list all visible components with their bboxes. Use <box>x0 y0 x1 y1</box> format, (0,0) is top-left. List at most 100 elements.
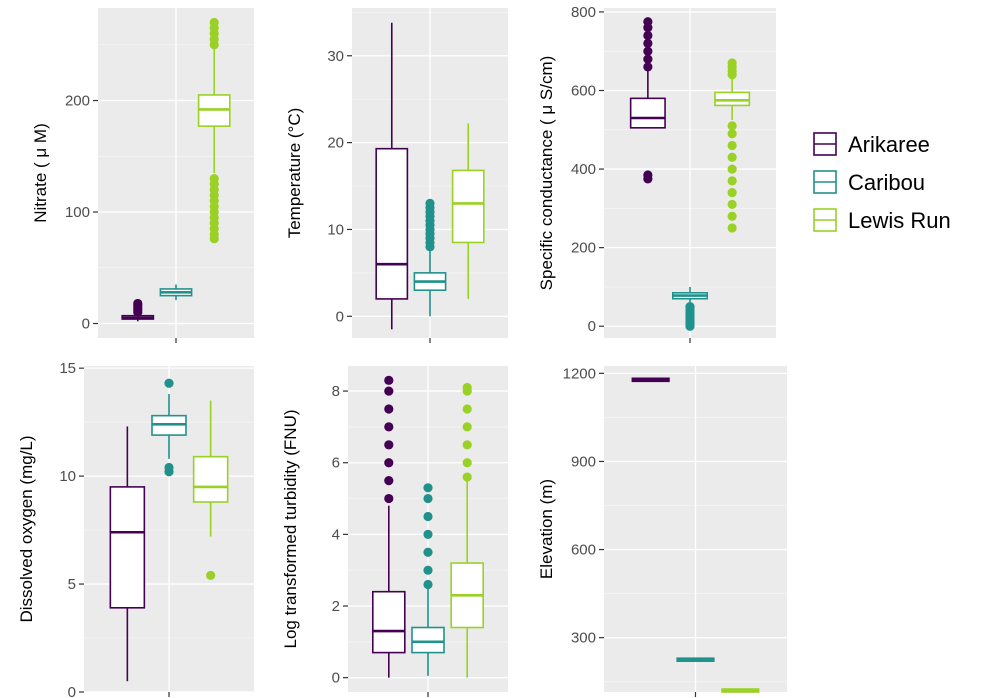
box-iqr <box>451 169 485 244</box>
box-caribou <box>413 198 447 317</box>
outlier-point <box>727 152 737 162</box>
y-tick-label: 4 <box>332 526 340 543</box>
y-tick-label: 2 <box>332 598 340 615</box>
box-lewis-run <box>450 382 485 678</box>
y-tick-label: 200 <box>65 93 90 110</box>
box-arikaree <box>371 375 406 678</box>
y-tick-label: 0 <box>336 308 344 325</box>
outlier-point <box>727 129 737 139</box>
y-axis-title: Dissolved oxygen (mg/L) <box>17 435 36 622</box>
y-axis-title: Elevation (m) <box>537 479 556 579</box>
box-caribou <box>676 657 715 662</box>
outlier-point <box>384 458 394 468</box>
outlier-point <box>462 422 472 432</box>
legend-item-lewis-run: Lewis Run <box>813 208 951 233</box>
outlier-point <box>384 404 394 414</box>
outlier-point <box>643 54 653 64</box>
panel-1: 0 100 200 Nitrate ( μ M) <box>31 8 254 343</box>
outlier-point <box>727 140 737 151</box>
outlier-point <box>727 121 737 131</box>
box-iqr <box>714 91 751 107</box>
outlier-point <box>133 298 143 309</box>
outlier-point <box>727 58 737 68</box>
y-tick-label: 0 <box>332 670 340 687</box>
outlier-point <box>384 440 394 450</box>
y-axis-title: Temperature (°C) <box>285 108 304 239</box>
outlier-point <box>423 565 433 575</box>
outlier-point <box>727 176 737 186</box>
outlier-point <box>423 511 433 522</box>
y-tick-label: 20 <box>327 135 344 152</box>
box-lewis-run <box>192 400 229 581</box>
box-iqr <box>371 590 406 654</box>
box-caribou <box>159 284 193 301</box>
y-tick-label: 300 <box>571 630 596 647</box>
outlier-point <box>423 547 433 557</box>
outlier-point <box>384 422 394 432</box>
outlier-point <box>462 440 472 450</box>
y-tick-label: 0 <box>68 684 76 698</box>
y-axis-title: Log transformed turbidity (FNU) <box>281 409 300 648</box>
y-tick-label: 900 <box>571 453 596 470</box>
outlier-point <box>462 382 472 393</box>
panel-4: 0 5 10 15 Dissolved oxygen (mg/L) <box>17 360 254 698</box>
outlier-point <box>643 38 653 48</box>
y-tick-label: 800 <box>571 4 596 21</box>
outlier-point <box>425 198 435 208</box>
y-tick-label: 10 <box>327 221 344 238</box>
box-iqr <box>411 626 445 654</box>
legend-label-arikaree: Arikaree <box>848 132 930 157</box>
outlier-point <box>384 386 394 396</box>
box-arikaree <box>631 377 670 383</box>
outlier-point <box>727 164 737 174</box>
panel-5: 0 2 4 6 8 Log transformed turbidity (FNU) <box>281 366 508 697</box>
box-iqr <box>109 486 146 609</box>
y-tick-label: 6 <box>332 455 340 472</box>
outlier-point <box>727 211 737 221</box>
box-arikaree <box>629 17 666 184</box>
outlier-point <box>727 199 737 210</box>
outlier-point <box>727 223 737 233</box>
y-tick-label: 600 <box>571 542 596 559</box>
box-lewis-run <box>197 17 231 244</box>
panel-3: 0 200 400 600 800 Specific conductance ( μ S/… <box>537 4 776 343</box>
outlier-point <box>164 378 174 388</box>
box-caribou <box>151 378 187 477</box>
y-tick-label: 100 <box>65 204 90 221</box>
y-axis-title: Specific conductance ( μ S/cm) <box>537 56 556 291</box>
legend-label-caribou: Caribou <box>848 170 925 195</box>
legend-item-caribou: Caribou <box>813 170 925 195</box>
outlier-point <box>643 170 653 180</box>
outlier-point <box>685 301 695 312</box>
y-tick-label: 10 <box>59 468 76 485</box>
box-iqr <box>629 97 666 129</box>
panel-2: 0 10 20 30 Temperature (°C) <box>285 8 508 343</box>
box-arikaree <box>121 298 155 322</box>
y-axis-title: Nitrate ( μ M) <box>31 123 50 223</box>
outlier-point <box>209 173 219 184</box>
outlier-point <box>643 46 653 56</box>
y-tick-label: 600 <box>571 83 596 100</box>
y-tick-label: 200 <box>571 240 596 257</box>
box-iqr <box>375 147 409 300</box>
y-tick-label: 0 <box>588 318 596 335</box>
y-tick-label: 15 <box>59 360 76 377</box>
y-tick-label: 30 <box>327 48 344 65</box>
outlier-point <box>384 476 394 486</box>
box-caribou <box>411 483 445 676</box>
outlier-point <box>727 188 737 198</box>
legend-item-arikaree: Arikaree <box>813 132 930 157</box>
box-iqr <box>192 455 229 503</box>
legend-label-lewis-run: Lewis Run <box>848 208 951 233</box>
y-tick-label: 400 <box>571 161 596 178</box>
y-tick-label: 0 <box>82 316 90 333</box>
outlier-point <box>643 17 653 27</box>
outlier-point <box>209 17 219 28</box>
box-arikaree <box>375 22 409 330</box>
box-arikaree <box>109 426 146 682</box>
y-tick-label: 5 <box>68 576 76 593</box>
outlier-point <box>423 493 433 504</box>
outlier-point <box>643 30 653 41</box>
